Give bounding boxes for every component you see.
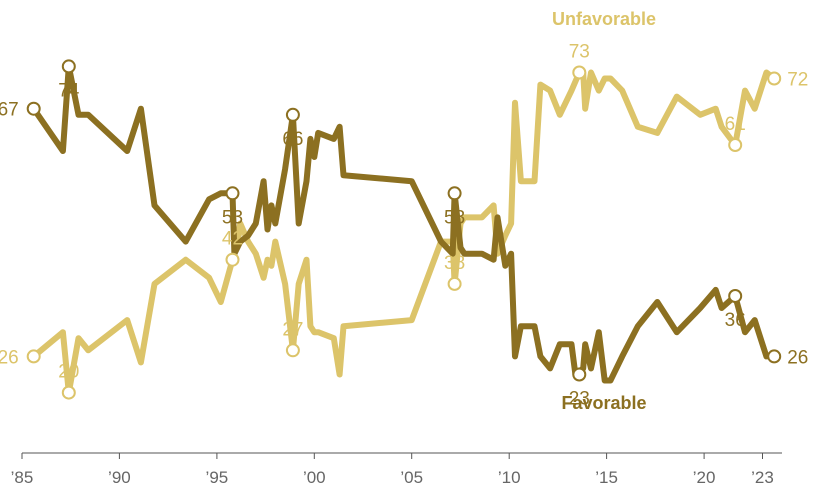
data-label-favorable-3: 66 (282, 129, 303, 150)
data-label-unfavorable-3: 27 (282, 319, 303, 340)
series-label-unfavorable: Unfavorable (552, 9, 656, 29)
x-tick-label: ’00 (303, 468, 326, 487)
x-tick-label: ’20 (693, 468, 716, 487)
data-label-unfavorable-7: 72 (787, 70, 808, 91)
marker-unfavorable-2 (225, 252, 240, 267)
marker-favorable-0 (26, 101, 41, 116)
data-label-favorable-4: 53 (444, 207, 465, 228)
x-tick-label: ’15 (595, 468, 618, 487)
marker-favorable-4 (447, 186, 462, 201)
marker-favorable-6 (728, 289, 743, 303)
data-label-unfavorable-4: 38 (444, 253, 465, 274)
marker-unfavorable-4 (447, 276, 462, 291)
x-axis: ’85 ’90 ’95 ’00 ’05 ’10 ’15 ’20 ’23 (11, 452, 782, 487)
marker-unfavorable-7 (767, 71, 782, 86)
x-tick-label: ’90 (108, 468, 131, 487)
marker-unfavorable-6 (728, 138, 743, 152)
data-label-unfavorable-0: 26 (0, 347, 19, 368)
series-label-favorable: Favorable (561, 393, 646, 413)
series-lines (30, 63, 778, 396)
data-label-favorable-7: 26 (787, 347, 808, 368)
marker-favorable-7 (767, 349, 782, 364)
data-label-unfavorable-5: 73 (569, 42, 590, 63)
marker-favorable-5 (572, 367, 587, 382)
data-label-unfavorable-1: 20 (58, 362, 79, 383)
marker-unfavorable-5 (572, 65, 587, 80)
data-label-layer: 67 74 53 66 53 23 36 26 26 20 42 27 38 73 61 72 (0, 42, 808, 410)
x-tick-label: ’10 (498, 468, 521, 487)
x-tick-label: ’85 (11, 468, 34, 487)
data-label-favorable-0: 67 (0, 100, 19, 121)
marker-layer (26, 59, 782, 400)
data-label-favorable-2: 53 (222, 207, 243, 228)
marker-unfavorable-0 (26, 349, 41, 364)
data-label-favorable-5: 23 (569, 389, 590, 410)
x-tick-label: ’23 (751, 468, 774, 487)
data-label-unfavorable-2: 42 (222, 229, 243, 250)
x-tick-label: ’95 (206, 468, 229, 487)
marker-favorable-2 (225, 186, 240, 201)
marker-favorable-1 (61, 59, 76, 74)
x-tick-label: ’05 (400, 468, 423, 487)
data-label-favorable-1: 74 (58, 80, 80, 101)
marker-unfavorable-1 (61, 385, 76, 400)
data-label-favorable-6: 36 (725, 310, 746, 331)
marker-unfavorable-3 (285, 343, 300, 358)
data-label-unfavorable-6: 61 (725, 114, 746, 135)
marker-favorable-3 (285, 107, 300, 122)
